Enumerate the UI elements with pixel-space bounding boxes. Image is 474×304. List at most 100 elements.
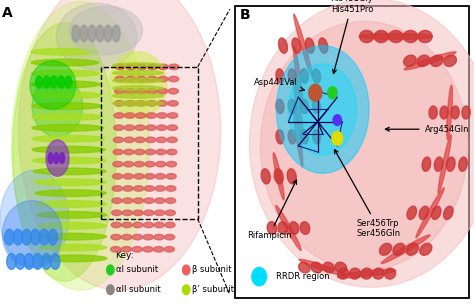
Ellipse shape: [276, 130, 284, 144]
Ellipse shape: [157, 113, 167, 118]
Ellipse shape: [155, 174, 165, 179]
Text: β’ subunit: β’ subunit: [192, 285, 234, 294]
Ellipse shape: [31, 48, 98, 55]
Text: Arg454Gln: Arg454Gln: [385, 125, 469, 134]
Ellipse shape: [279, 38, 287, 53]
Ellipse shape: [13, 229, 23, 245]
Ellipse shape: [299, 259, 346, 276]
Text: ω subunit: ω subunit: [268, 265, 309, 275]
Ellipse shape: [373, 268, 384, 279]
Ellipse shape: [42, 254, 51, 269]
Ellipse shape: [287, 169, 296, 184]
Ellipse shape: [294, 14, 312, 77]
Circle shape: [308, 84, 323, 102]
Ellipse shape: [288, 69, 296, 83]
Ellipse shape: [393, 243, 405, 255]
Circle shape: [107, 285, 114, 295]
Ellipse shape: [43, 76, 50, 88]
Ellipse shape: [381, 235, 430, 264]
Ellipse shape: [158, 64, 168, 70]
Ellipse shape: [136, 88, 146, 94]
Ellipse shape: [146, 137, 156, 143]
Ellipse shape: [301, 99, 308, 114]
Ellipse shape: [422, 157, 431, 171]
Ellipse shape: [312, 130, 320, 144]
Circle shape: [258, 265, 266, 275]
Ellipse shape: [72, 25, 80, 42]
Ellipse shape: [337, 268, 349, 279]
Ellipse shape: [300, 222, 310, 234]
Ellipse shape: [2, 201, 62, 268]
Circle shape: [327, 86, 338, 99]
Ellipse shape: [145, 161, 155, 167]
Circle shape: [107, 265, 114, 275]
Circle shape: [252, 268, 266, 286]
Text: αII subunit: αII subunit: [116, 285, 161, 294]
Ellipse shape: [122, 210, 132, 216]
Ellipse shape: [312, 69, 320, 83]
Ellipse shape: [126, 76, 136, 82]
Text: A: A: [2, 6, 13, 20]
Ellipse shape: [444, 206, 453, 219]
Ellipse shape: [164, 247, 174, 252]
Ellipse shape: [36, 76, 43, 88]
Ellipse shape: [132, 247, 142, 252]
Ellipse shape: [167, 125, 178, 130]
Circle shape: [182, 265, 190, 275]
Text: σ subunit: σ subunit: [268, 285, 307, 294]
Ellipse shape: [109, 52, 167, 119]
Ellipse shape: [419, 243, 432, 255]
Ellipse shape: [112, 174, 123, 179]
Ellipse shape: [123, 198, 133, 203]
Ellipse shape: [447, 85, 452, 140]
Ellipse shape: [249, 0, 474, 287]
Ellipse shape: [167, 137, 177, 143]
Ellipse shape: [389, 30, 403, 43]
Ellipse shape: [406, 243, 419, 255]
Ellipse shape: [444, 55, 456, 67]
Ellipse shape: [158, 76, 168, 82]
Ellipse shape: [113, 63, 163, 68]
Ellipse shape: [114, 113, 124, 118]
Text: His451Gly
His451Pro: His451Gly His451Pro: [330, 0, 374, 74]
Ellipse shape: [418, 30, 432, 43]
Ellipse shape: [419, 206, 428, 219]
Ellipse shape: [155, 186, 165, 191]
Ellipse shape: [112, 198, 122, 203]
Ellipse shape: [156, 137, 166, 143]
Ellipse shape: [143, 247, 153, 252]
Ellipse shape: [125, 101, 135, 106]
Text: Ser456Trp
Ser456Gln: Ser456Trp Ser456Gln: [335, 150, 401, 238]
Ellipse shape: [145, 149, 155, 155]
Ellipse shape: [430, 55, 443, 67]
Ellipse shape: [384, 268, 396, 279]
Ellipse shape: [48, 153, 53, 164]
Ellipse shape: [311, 262, 322, 273]
Ellipse shape: [276, 46, 369, 173]
Ellipse shape: [48, 229, 58, 245]
Ellipse shape: [132, 234, 143, 240]
Ellipse shape: [154, 247, 164, 252]
Ellipse shape: [54, 153, 59, 164]
Ellipse shape: [121, 247, 132, 252]
Ellipse shape: [113, 86, 163, 91]
Ellipse shape: [167, 149, 177, 155]
Ellipse shape: [134, 186, 144, 191]
Ellipse shape: [260, 21, 468, 271]
Ellipse shape: [33, 254, 43, 269]
Ellipse shape: [289, 222, 299, 234]
Ellipse shape: [134, 161, 145, 167]
Ellipse shape: [155, 161, 166, 167]
Ellipse shape: [361, 268, 372, 279]
Ellipse shape: [267, 222, 277, 234]
Ellipse shape: [35, 190, 106, 196]
Circle shape: [182, 285, 190, 295]
Ellipse shape: [278, 222, 288, 234]
Ellipse shape: [165, 210, 175, 216]
Ellipse shape: [15, 254, 25, 269]
Ellipse shape: [155, 210, 164, 216]
Ellipse shape: [417, 55, 429, 67]
Ellipse shape: [146, 125, 156, 130]
Ellipse shape: [293, 77, 303, 136]
Circle shape: [332, 114, 342, 126]
